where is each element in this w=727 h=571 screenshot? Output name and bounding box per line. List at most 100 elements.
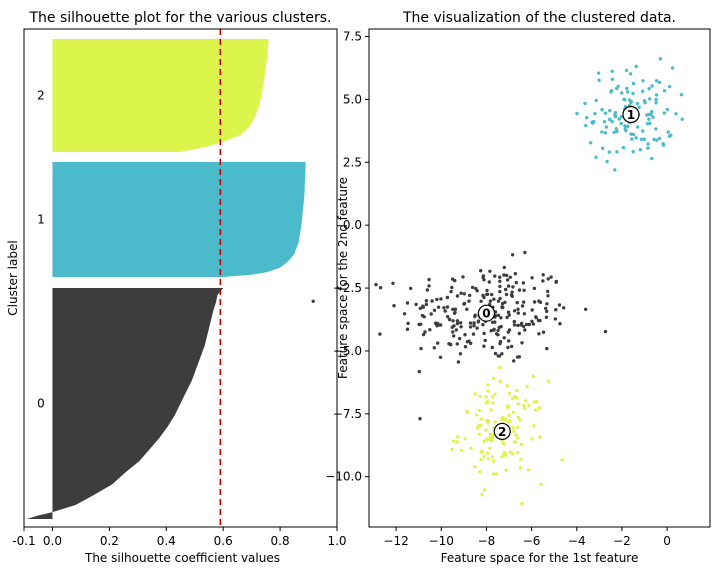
data-point-cluster-1 [589, 141, 593, 145]
data-point-cluster-0 [424, 299, 429, 303]
data-point-cluster-0 [424, 302, 428, 307]
data-point-cluster-0 [481, 323, 485, 327]
x-tick-label: 0.0 [43, 534, 62, 548]
data-point-cluster-2 [534, 399, 539, 404]
y-tick-label: −10.0 [325, 470, 362, 484]
data-point-cluster-2 [503, 452, 507, 456]
data-point-cluster-1 [647, 87, 651, 91]
data-point-cluster-0 [455, 319, 460, 323]
data-point-cluster-1 [619, 121, 623, 126]
data-point-cluster-2 [485, 383, 490, 387]
data-point-cluster-0 [378, 286, 383, 290]
data-point-cluster-1 [619, 115, 624, 119]
data-point-cluster-2 [504, 468, 508, 472]
data-point-cluster-0 [546, 294, 550, 298]
data-point-cluster-2 [511, 425, 515, 430]
data-point-cluster-0 [409, 286, 413, 291]
data-point-cluster-1 [631, 81, 636, 86]
data-point-cluster-0 [541, 279, 545, 283]
data-point-cluster-2 [511, 410, 516, 414]
data-point-cluster-0 [468, 293, 472, 298]
data-point-cluster-1 [610, 77, 615, 82]
data-point-cluster-2 [500, 455, 504, 459]
data-point-cluster-0 [510, 290, 514, 294]
data-point-cluster-0 [452, 334, 456, 338]
data-point-cluster-2 [493, 420, 497, 424]
data-point-cluster-0 [530, 276, 534, 280]
data-point-cluster-1 [658, 57, 662, 61]
data-point-cluster-1 [631, 91, 635, 96]
cluster-center-marker-0 [477, 304, 496, 322]
data-point-cluster-1 [650, 84, 654, 88]
data-point-cluster-0 [421, 332, 426, 337]
data-point-cluster-2 [518, 466, 523, 470]
data-point-cluster-1 [602, 120, 607, 124]
data-point-cluster-1 [639, 137, 644, 142]
data-point-cluster-0 [505, 273, 509, 278]
data-point-cluster-2 [518, 418, 522, 422]
data-point-cluster-0 [506, 330, 510, 334]
data-point-cluster-1 [648, 97, 652, 101]
data-point-cluster-1 [615, 150, 619, 154]
data-point-cluster-0 [443, 309, 447, 313]
data-point-cluster-0 [474, 286, 478, 291]
cluster-center-label-0: 0 [482, 307, 490, 321]
data-point-cluster-0 [538, 300, 543, 304]
data-point-cluster-2 [530, 437, 534, 441]
data-point-cluster-0 [492, 297, 496, 301]
data-point-cluster-1 [610, 119, 614, 124]
data-point-cluster-0 [516, 307, 520, 311]
data-point-cluster-2 [497, 366, 502, 370]
data-point-cluster-0 [447, 317, 452, 322]
data-point-cluster-2 [506, 404, 510, 408]
x-tick-label: 1.0 [327, 534, 346, 548]
data-point-cluster-0 [545, 309, 549, 314]
data-point-cluster-0 [451, 319, 455, 323]
data-point-cluster-0 [505, 315, 509, 320]
data-point-cluster-0 [498, 341, 502, 346]
data-point-cluster-0 [493, 274, 497, 278]
data-point-cluster-0 [530, 319, 534, 323]
data-point-cluster-0 [458, 352, 463, 356]
cluster-center-marker-1 [622, 105, 640, 124]
cluster-center-marker-2 [493, 422, 511, 441]
data-point-cluster-0 [481, 275, 485, 280]
data-point-cluster-0 [455, 321, 460, 326]
data-point-cluster-2 [522, 404, 526, 408]
data-point-cluster-0 [510, 253, 515, 257]
data-point-cluster-2 [506, 420, 510, 424]
data-point-cluster-0 [498, 296, 502, 301]
data-point-cluster-2 [486, 400, 490, 404]
data-point-cluster-0 [453, 307, 458, 311]
data-point-cluster-2 [482, 454, 486, 459]
data-point-cluster-0 [456, 360, 461, 364]
data-point-cluster-0 [455, 294, 460, 298]
data-point-cluster-2 [460, 448, 464, 453]
data-point-cluster-1 [629, 132, 633, 136]
data-point-cluster-1 [635, 101, 640, 106]
data-point-cluster-1 [642, 137, 646, 141]
data-point-cluster-2 [533, 408, 538, 412]
data-point-cluster-1 [594, 98, 598, 103]
data-point-cluster-2 [538, 435, 542, 439]
data-point-cluster-1 [638, 148, 642, 152]
data-point-cluster-0 [470, 285, 475, 290]
y-tick-label: 7.5 [343, 30, 362, 44]
cluster-scatter-plot: 0 1 2 −12 −10 −8 −6 −4 −2 0 −10.0 −7.5 −5.0 −2.5 0.0… [311, 10, 711, 565]
data-point-cluster-0 [487, 280, 491, 284]
silhouette-band-cluster-0 [26, 288, 224, 519]
data-point-cluster-0 [462, 292, 466, 296]
data-point-cluster-0 [512, 323, 517, 327]
data-point-cluster-0 [473, 314, 477, 319]
data-point-cluster-2 [503, 417, 508, 421]
data-point-cluster-1 [654, 97, 658, 102]
data-point-cluster-1 [613, 113, 617, 117]
data-point-cluster-1 [612, 130, 616, 134]
data-point-cluster-2 [477, 424, 481, 428]
data-point-cluster-2 [525, 384, 529, 389]
silhouette-plot: -0.1 0.0 0.2 0.4 0.6 0.8 1.0 0 1 2 The silhouett… [6, 10, 347, 565]
data-point-cluster-0 [521, 324, 526, 329]
data-point-cluster-2 [492, 376, 496, 380]
data-point-cluster-1 [615, 129, 619, 134]
